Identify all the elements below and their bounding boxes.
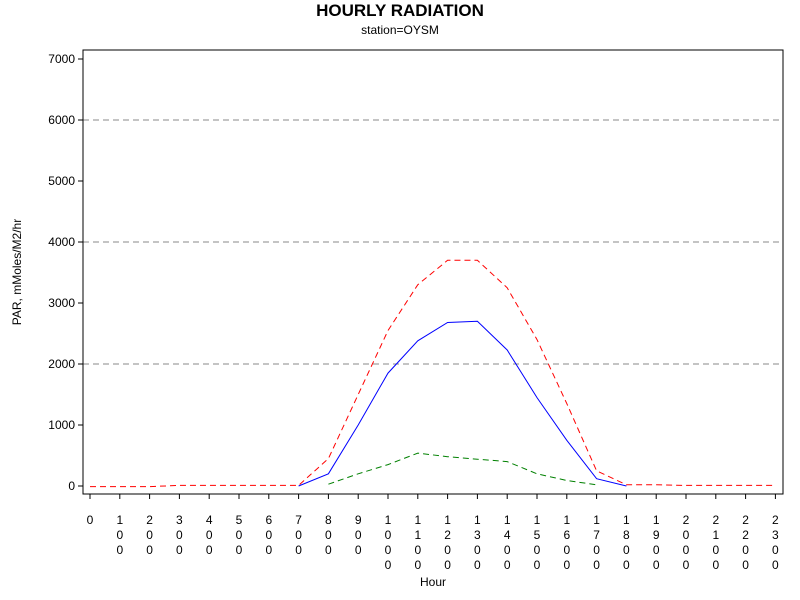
x-axis: 0 1 0 0 2 0 0 3 0 0 4 0 0 5 0 0 6 0 0 7 0 0 8 0 0 9 0 0 1 0 0 0 1 1 0 0 1 2 0 0… <box>87 494 779 572</box>
x-tick-label: 0 <box>87 513 94 527</box>
y-tick-label: 5000 <box>48 174 75 188</box>
chart-subtitle: station=OYSM <box>361 23 439 37</box>
y-axis-label: PAR, mMoles/M2/hr <box>10 219 24 325</box>
y-tick-label: 1000 <box>48 418 75 432</box>
y-tick-label: 0 <box>68 479 75 493</box>
y-axis: 0 1000 2000 3000 4000 5000 6000 7000 <box>48 52 83 493</box>
series-line-mean <box>298 320 627 487</box>
series-line-max <box>90 259 776 488</box>
x-axis-label: Hour <box>420 575 446 589</box>
chart-title: HOURLY RADIATION <box>316 1 484 20</box>
y-tick-label: 2000 <box>48 357 75 371</box>
series-line-min <box>328 452 597 486</box>
y-tick-label: 6000 <box>48 113 75 127</box>
plot-frame <box>82 49 784 495</box>
y-tick-label: 7000 <box>48 52 75 66</box>
series-group <box>90 259 776 488</box>
y-tick-label: 4000 <box>48 235 75 249</box>
y-tick-label: 3000 <box>48 296 75 310</box>
gridlines <box>83 119 783 365</box>
